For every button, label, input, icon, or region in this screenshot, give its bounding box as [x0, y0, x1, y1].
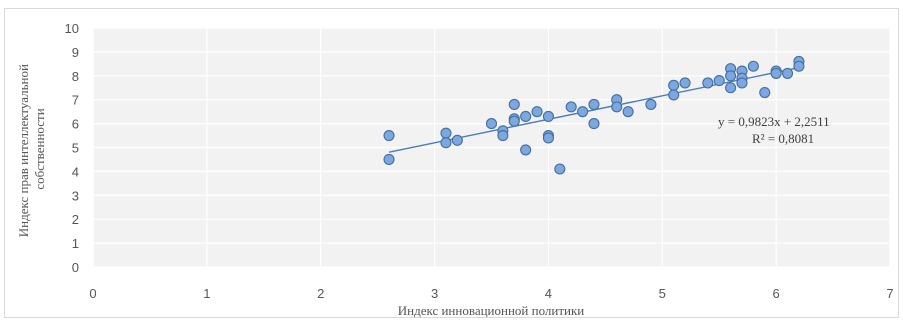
x-tick-label: 2 [317, 286, 324, 301]
data-point [702, 77, 714, 89]
data-point [793, 60, 805, 72]
x-tick-label: 4 [545, 286, 552, 301]
x-tick-label: 3 [431, 286, 438, 301]
data-point [668, 89, 680, 101]
y-tick-labels: 0 1 2 3 4 5 6 7 8 9 10 [65, 21, 79, 275]
data-point [508, 115, 520, 127]
y-tick-label: 3 [72, 188, 79, 203]
y-tick-label: 7 [72, 93, 79, 108]
y-tick-label: 0 [72, 260, 79, 275]
data-point [725, 82, 737, 94]
y-tick-label: 5 [72, 141, 79, 156]
data-point [781, 67, 794, 79]
data-point [440, 137, 452, 149]
data-point [747, 60, 759, 72]
x-axis-title: Индекс инновационной политики [398, 303, 585, 318]
data-point [440, 127, 452, 139]
data-point [451, 134, 463, 146]
data-point [508, 98, 520, 111]
data-point [520, 110, 532, 122]
y-axis-title-line-2: собственности [32, 108, 47, 189]
x-tick-label: 1 [203, 286, 210, 301]
x-tick-label: 0 [89, 286, 96, 301]
y-axis-title-line-1: Индекс прав интеллектуальной [16, 64, 31, 237]
data-point [622, 106, 634, 118]
data-point [383, 153, 395, 165]
data-point [542, 110, 554, 122]
data-point [383, 130, 395, 142]
x-tick-label: 6 [773, 286, 780, 301]
data-point [485, 118, 498, 130]
data-point [736, 77, 748, 89]
data-point [588, 118, 600, 130]
data-point [542, 132, 554, 144]
y-axis-title: Индекс прав интеллектуальной собственнос… [16, 61, 47, 237]
data-point [497, 130, 509, 142]
data-point [668, 79, 680, 91]
x-tick-labels: 0 1 2 3 4 5 6 7 [89, 286, 893, 301]
data-point [611, 101, 623, 113]
trendline-equation: y = 0,9823x + 2,2511 [718, 114, 830, 129]
y-tick-label: 1 [72, 236, 79, 251]
data-point [554, 163, 566, 175]
data-point [713, 75, 725, 87]
y-tick-label: 10 [65, 21, 79, 36]
data-point [565, 101, 577, 113]
data-point [588, 98, 600, 111]
data-point [679, 77, 691, 89]
data-point [645, 98, 657, 111]
y-tick-label: 8 [72, 69, 79, 84]
data-point [759, 86, 771, 99]
y-tick-label: 2 [72, 212, 79, 227]
data-point [531, 106, 543, 118]
y-tick-label: 6 [72, 117, 79, 132]
data-point [725, 70, 737, 82]
data-point [770, 67, 782, 79]
x-tick-label: 5 [659, 286, 666, 301]
data-point [577, 106, 589, 118]
data-point [520, 144, 532, 156]
data-points [383, 55, 805, 175]
x-tick-label: 7 [886, 286, 893, 301]
trendline-r2: R² = 0,8081 [752, 131, 814, 146]
y-tick-label: 9 [72, 45, 79, 60]
y-tick-label: 4 [72, 164, 79, 179]
